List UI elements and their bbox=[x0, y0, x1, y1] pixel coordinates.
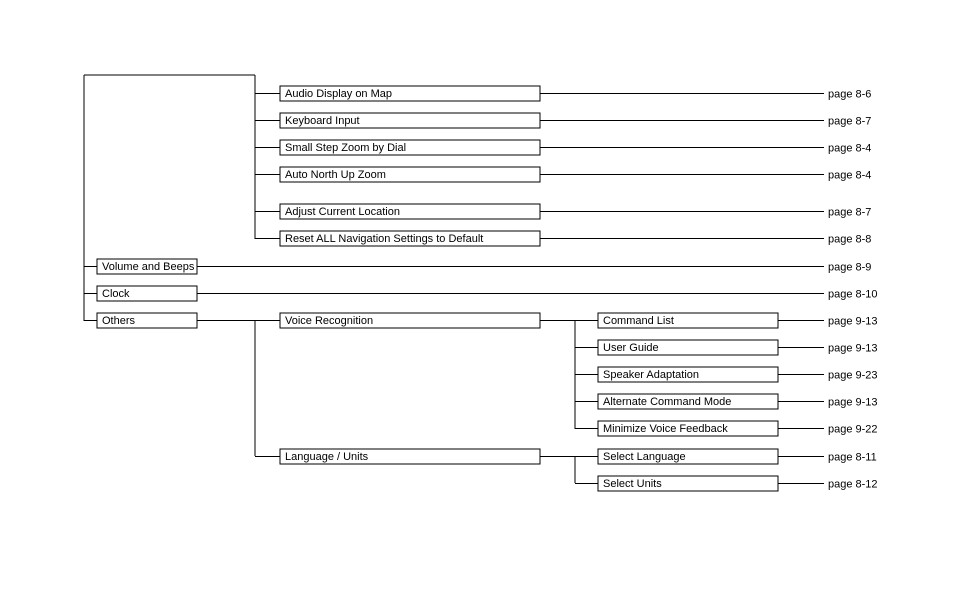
voice-item-4-label: Minimize Voice Feedback bbox=[603, 423, 728, 435]
page-ref: page 9-23 bbox=[828, 370, 878, 382]
voice-item-1-label: User Guide bbox=[603, 342, 659, 354]
page-ref: page 8-7 bbox=[828, 116, 871, 128]
lang-item-1-label: Select Units bbox=[603, 478, 662, 490]
lang-item-0-label: Select Language bbox=[603, 451, 686, 463]
menu-tree-diagram: Audio Display on Map page 8-6 Keyboard Inp… bbox=[0, 0, 954, 608]
voice-item-3-label: Alternate Command Mode bbox=[603, 396, 731, 408]
page-ref: page 8-8 bbox=[828, 234, 871, 246]
page-ref: page 8-10 bbox=[828, 289, 878, 301]
page-ref: page 8-6 bbox=[828, 89, 871, 101]
page-ref: page 9-22 bbox=[828, 424, 878, 436]
page-ref: page 8-9 bbox=[828, 262, 871, 274]
nav-setting-4-label: Adjust Current Location bbox=[285, 206, 400, 218]
nav-setting-0-label: Audio Display on Map bbox=[285, 88, 392, 100]
level1-1-label: Clock bbox=[102, 288, 130, 300]
others-item-1-label: Language / Units bbox=[285, 451, 369, 463]
page-ref: page 8-4 bbox=[828, 143, 871, 155]
nav-setting-3-label: Auto North Up Zoom bbox=[285, 169, 386, 181]
voice-item-0-label: Command List bbox=[603, 315, 674, 327]
page-ref: page 9-13 bbox=[828, 343, 878, 355]
nav-setting-2-label: Small Step Zoom by Dial bbox=[285, 142, 406, 154]
nav-setting-1-label: Keyboard Input bbox=[285, 115, 360, 127]
page-ref: page 8-11 bbox=[828, 452, 877, 464]
nav-setting-5-label: Reset ALL Navigation Settings to Default bbox=[285, 233, 483, 245]
level1-2-label: Others bbox=[102, 315, 136, 327]
others-item-0-label: Voice Recognition bbox=[285, 315, 373, 327]
page-ref: page 9-13 bbox=[828, 316, 878, 328]
level1-0-label: Volume and Beeps bbox=[102, 261, 195, 273]
page-ref: page 9-13 bbox=[828, 397, 878, 409]
page-ref: page 8-4 bbox=[828, 170, 871, 182]
voice-item-2-label: Speaker Adaptation bbox=[603, 369, 699, 381]
page-ref: page 8-12 bbox=[828, 479, 878, 491]
page-ref: page 8-7 bbox=[828, 207, 871, 219]
